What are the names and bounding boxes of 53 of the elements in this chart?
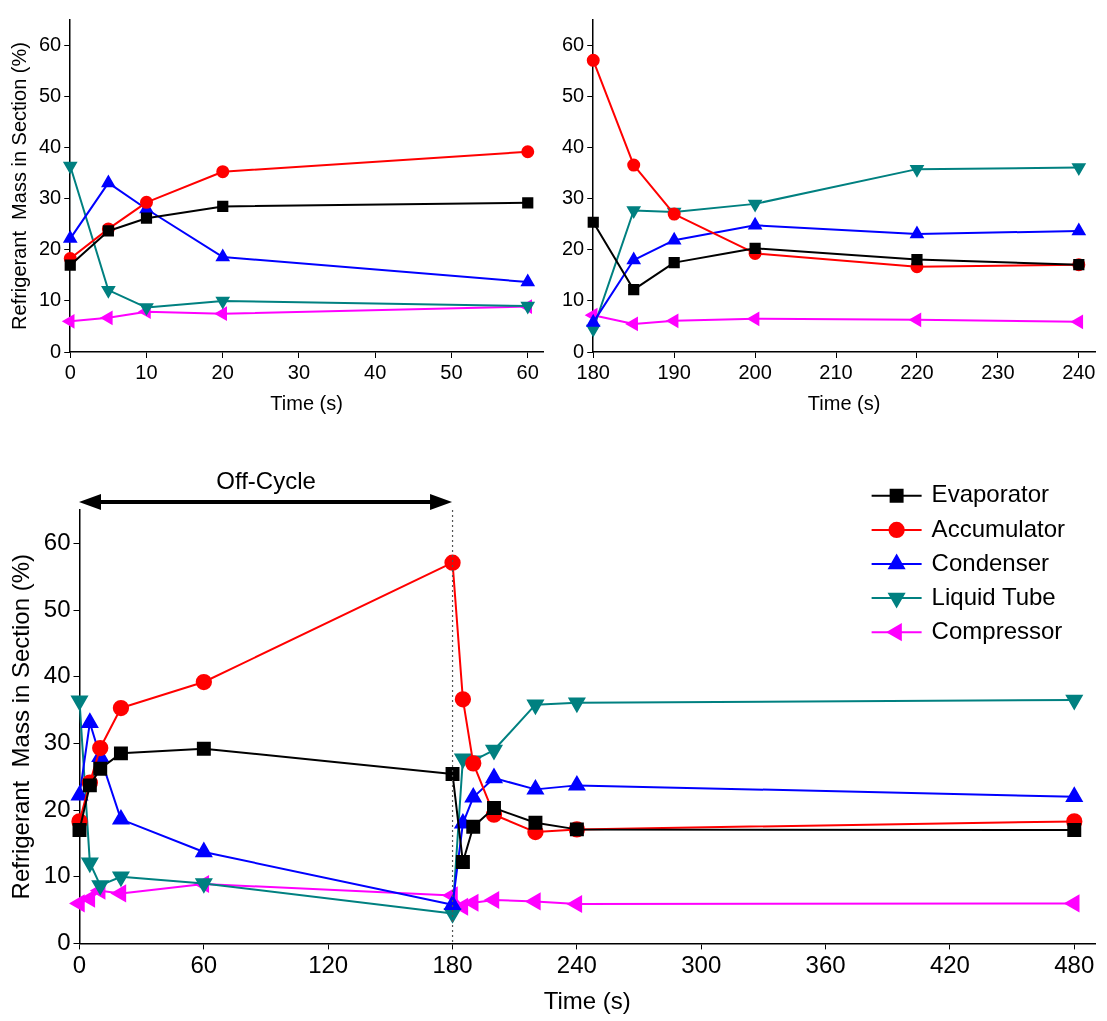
y-axis-title: Refrigerant Mass in Section (%) bbox=[7, 553, 35, 900]
x-tick-label: 240 bbox=[1062, 360, 1096, 383]
x-tick-label: 180 bbox=[432, 951, 473, 979]
x-tick-label: 300 bbox=[681, 951, 722, 979]
x-axis-title: Time (s) bbox=[807, 391, 881, 414]
x-tick-label: 480 bbox=[1054, 951, 1095, 979]
y-tick-label: 20 bbox=[562, 237, 585, 260]
x-tick-label: 20 bbox=[211, 360, 234, 383]
y-tick-label: 20 bbox=[39, 237, 62, 260]
y-axis-title: Refrigerant Mass in Section (%) bbox=[7, 42, 30, 330]
text: Off-Cycle bbox=[216, 466, 316, 494]
y-tick-label: 40 bbox=[39, 135, 62, 158]
x-tick-label: 50 bbox=[440, 360, 463, 383]
y-tick-label: 60 bbox=[43, 527, 71, 555]
legend-label: Liquid Tube bbox=[931, 582, 1056, 610]
x-tick-label: 210 bbox=[819, 360, 853, 383]
y-tick-label: 40 bbox=[562, 135, 585, 158]
y-tick-label: 10 bbox=[43, 861, 71, 889]
x-tick-label: 200 bbox=[738, 360, 772, 383]
x-tick-label: 360 bbox=[805, 951, 846, 979]
x-axis-title: Time (s) bbox=[270, 391, 343, 414]
y-tick-label: 0 bbox=[573, 339, 585, 362]
y-tick-label: 50 bbox=[43, 594, 71, 622]
y-tick-label: 40 bbox=[43, 661, 71, 689]
x-tick-label: 190 bbox=[657, 360, 691, 383]
y-tick-label: 30 bbox=[43, 727, 71, 755]
x-tick-label: 60 bbox=[516, 360, 539, 383]
y-tick-label: 60 bbox=[39, 33, 62, 56]
x-tick-label: 180 bbox=[576, 360, 610, 383]
x-tick-label: 240 bbox=[556, 951, 597, 979]
legend-label: Accumulator bbox=[931, 514, 1066, 542]
x-tick-label: 40 bbox=[364, 360, 387, 383]
x-tick-label: 230 bbox=[981, 360, 1015, 383]
legend-label: Compressor bbox=[931, 616, 1063, 644]
y-tick-label: 50 bbox=[562, 84, 585, 107]
y-tick-label: 10 bbox=[39, 288, 62, 311]
x-tick-label: 120 bbox=[308, 951, 349, 979]
y-tick-label: 0 bbox=[57, 928, 71, 956]
x-tick-label: 420 bbox=[929, 951, 970, 979]
x-tick-label: 60 bbox=[190, 951, 218, 979]
legend-label: Condenser bbox=[931, 548, 1050, 576]
y-tick-label: 10 bbox=[562, 288, 585, 311]
y-tick-label: 30 bbox=[562, 186, 585, 209]
y-tick-label: 20 bbox=[43, 794, 71, 822]
y-tick-label: 50 bbox=[39, 84, 62, 107]
y-tick-label: 0 bbox=[50, 339, 62, 362]
legend-label: Evaporator bbox=[931, 480, 1050, 508]
x-tick-label: 220 bbox=[900, 360, 934, 383]
y-tick-label: 30 bbox=[39, 186, 62, 209]
y-tick-label: 60 bbox=[562, 33, 585, 56]
x-tick-label: 30 bbox=[287, 360, 311, 383]
x-tick-label: 10 bbox=[135, 360, 158, 383]
x-axis-title: Time (s) bbox=[543, 987, 631, 1015]
